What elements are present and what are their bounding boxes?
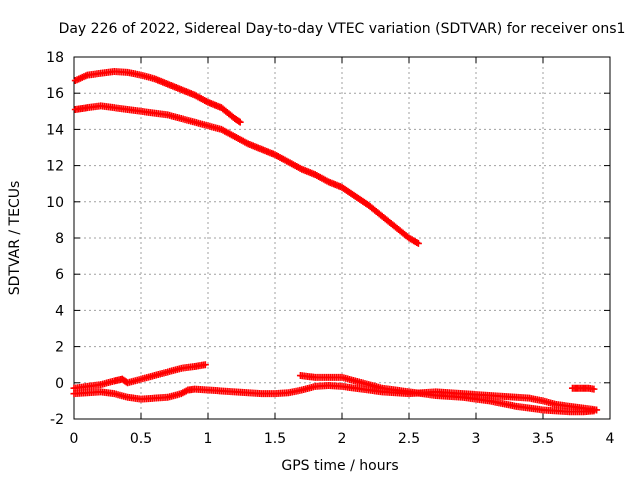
y-tick-label: 16 xyxy=(46,86,64,102)
x-tick-label: 0.5 xyxy=(130,431,152,447)
x-axis-title: GPS time / hours xyxy=(281,458,398,474)
x-tick-label: 0 xyxy=(70,431,79,447)
data-point xyxy=(235,117,243,125)
x-tick-label: 2 xyxy=(338,431,347,447)
y-tick-label: 18 xyxy=(46,50,64,66)
x-tick-label: 3 xyxy=(472,431,481,447)
series-track-end-fragment xyxy=(568,384,598,393)
data-point xyxy=(414,239,422,247)
series-track-low-rise xyxy=(70,361,209,392)
series-track-upper-b xyxy=(71,102,422,247)
data-point xyxy=(590,385,598,393)
x-tick-label: 4 xyxy=(606,431,615,447)
x-tick-label: 1 xyxy=(204,431,213,447)
y-tick-label: 8 xyxy=(55,231,64,247)
data-points xyxy=(70,67,601,416)
x-tick-label: 2.5 xyxy=(398,431,420,447)
data-point xyxy=(236,118,244,126)
y-tick-label: 14 xyxy=(46,122,64,138)
x-tick-label: 3.5 xyxy=(532,431,554,447)
y-tick-label: 0 xyxy=(55,376,64,392)
series-track-upper-a xyxy=(71,67,244,126)
series-track-low-late xyxy=(296,372,598,416)
y-tick-label: 2 xyxy=(55,340,64,356)
data-point xyxy=(201,361,209,369)
axis-ticks: 0 0.5 1 1.5 2 2.5 3 3.5 4 -2 0 2 4 6 8 10 12 14 16 18 xyxy=(46,50,614,447)
data-point xyxy=(590,407,598,415)
y-tick-label: 4 xyxy=(55,303,64,319)
y-tick-label: 10 xyxy=(46,195,64,211)
chart-title: Day 226 of 2022, Sidereal Day-to-day VTE… xyxy=(59,21,626,37)
x-tick-label: 1.5 xyxy=(264,431,286,447)
y-tick-label: 6 xyxy=(55,267,64,283)
y-tick-label: 12 xyxy=(46,159,64,175)
y-axis-title: SDTVAR / TECUs xyxy=(7,181,23,296)
y-tick-label: -2 xyxy=(50,412,64,428)
